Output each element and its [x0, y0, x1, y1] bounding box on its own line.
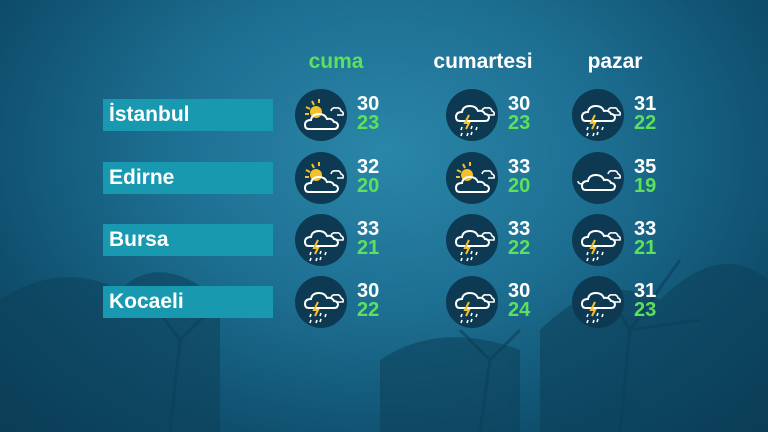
low-temp: 23	[634, 299, 657, 321]
temperature-pair: 33 20	[508, 156, 531, 197]
partly-cloudy-icon	[295, 89, 347, 141]
high-temp: 32	[357, 156, 380, 178]
low-temp: 21	[357, 237, 380, 259]
high-temp: 30	[508, 280, 531, 302]
day-header-cumartesi: cumartesi	[433, 50, 533, 73]
high-temp: 31	[634, 280, 657, 302]
temperature-pair: 30 23	[508, 93, 531, 134]
city-label: İstanbul	[103, 99, 273, 131]
high-temp: 31	[634, 93, 657, 115]
high-temp: 30	[357, 93, 380, 115]
thunder-rain-icon	[446, 89, 498, 141]
thunder-rain-icon	[295, 214, 347, 266]
low-temp: 24	[508, 299, 531, 321]
high-temp: 33	[508, 156, 531, 178]
low-temp: 19	[634, 175, 657, 197]
thunder-rain-icon	[446, 276, 498, 328]
high-temp: 30	[508, 93, 531, 115]
partly-cloudy-icon	[446, 152, 498, 204]
city-label: Edirne	[103, 162, 273, 194]
temperature-pair: 33 22	[508, 218, 531, 259]
day-header-cuma: cuma	[308, 50, 364, 73]
low-temp: 22	[508, 237, 531, 259]
temperature-pair: 30 22	[357, 280, 380, 321]
temperature-pair: 30 23	[357, 93, 380, 134]
temperature-pair: 31 23	[634, 280, 657, 321]
city-label: Kocaeli	[103, 286, 273, 318]
thunder-rain-icon	[446, 214, 498, 266]
temperature-pair: 35 19	[634, 156, 657, 197]
temperature-pair: 32 20	[357, 156, 380, 197]
temperature-pair: 33 21	[357, 218, 380, 259]
high-temp: 33	[634, 218, 657, 240]
thunder-rain-icon	[295, 276, 347, 328]
cloudy-icon	[572, 152, 624, 204]
low-temp: 23	[357, 112, 380, 134]
temperature-pair: 33 21	[634, 218, 657, 259]
thunder-rain-icon	[572, 214, 624, 266]
temperature-pair: 31 22	[634, 93, 657, 134]
thunder-rain-icon	[572, 89, 624, 141]
high-temp: 33	[508, 218, 531, 240]
temperature-pair: 30 24	[508, 280, 531, 321]
high-temp: 33	[357, 218, 380, 240]
partly-cloudy-icon	[295, 152, 347, 204]
low-temp: 22	[357, 299, 380, 321]
high-temp: 35	[634, 156, 657, 178]
city-label: Bursa	[103, 224, 273, 256]
low-temp: 21	[634, 237, 657, 259]
low-temp: 22	[634, 112, 657, 134]
high-temp: 30	[357, 280, 380, 302]
day-header-pazar: pazar	[587, 50, 643, 73]
low-temp: 23	[508, 112, 531, 134]
low-temp: 20	[508, 175, 531, 197]
thunder-rain-icon	[572, 276, 624, 328]
low-temp: 20	[357, 175, 380, 197]
